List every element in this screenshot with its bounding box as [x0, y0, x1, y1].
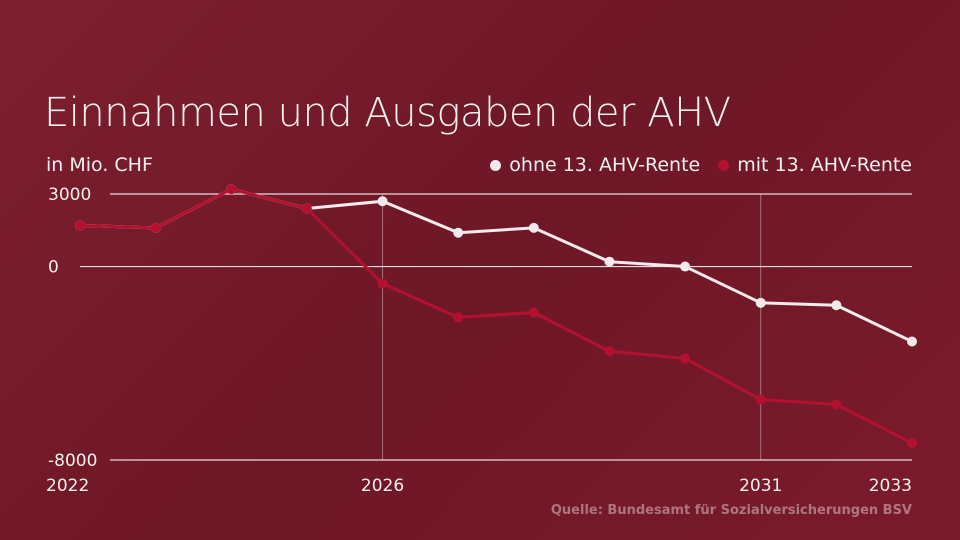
x-tick-label: 2031 — [739, 476, 782, 496]
data-point — [301, 203, 312, 214]
x-axis: 2022 2026 2031 2033 — [46, 476, 912, 496]
data-point — [907, 438, 917, 449]
data-point — [377, 278, 388, 289]
unit-label: in Mio. CHF — [46, 154, 153, 176]
data-point — [907, 336, 917, 347]
legend-item-ohne: ohne 13. AHV-Rente — [490, 154, 700, 176]
series-line-0 — [78, 187, 914, 344]
series-layer — [75, 184, 917, 449]
data-point — [453, 312, 464, 323]
data-point — [680, 261, 691, 272]
y-tick-label: 3000 — [48, 185, 91, 205]
x-tick-label: 2022 — [46, 476, 89, 496]
y-tick-label: 0 — [48, 258, 59, 278]
grid — [80, 193, 912, 461]
data-point — [150, 222, 161, 233]
source-note: Quelle: Bundesamt für Sozialversicherung… — [550, 503, 912, 518]
data-point — [75, 220, 85, 231]
data-point — [226, 184, 237, 195]
x-tick-label: 2033 — [869, 476, 912, 496]
y-axis: 3000 0 -8000 — [48, 185, 97, 471]
series-line-1 — [78, 187, 914, 445]
data-point — [453, 227, 464, 238]
data-point — [755, 394, 766, 405]
legend-label-ohne: ohne 13. AHV-Rente — [509, 154, 701, 176]
data-point — [831, 300, 842, 311]
data-point — [755, 297, 766, 308]
data-point — [831, 399, 842, 410]
x-tick-label: 2026 — [361, 476, 404, 496]
data-point — [680, 353, 691, 364]
data-point — [528, 307, 539, 318]
legend-dot-mit-icon — [718, 159, 730, 171]
legend-label-mit: mit 13. AHV-Rente — [737, 154, 912, 176]
chart-title: Einnahmen und Ausgaben der AHV — [44, 90, 731, 136]
legend-item-mit: mit 13. AHV-Rente — [718, 154, 912, 176]
legend: ohne 13. AHV-Rente mit 13. AHV-Rente — [490, 154, 912, 176]
data-point — [528, 222, 539, 233]
data-point — [604, 256, 615, 267]
data-point — [377, 196, 388, 207]
legend-dot-ohne-icon — [490, 159, 502, 171]
y-tick-label: -8000 — [48, 451, 97, 471]
data-point — [604, 346, 615, 357]
